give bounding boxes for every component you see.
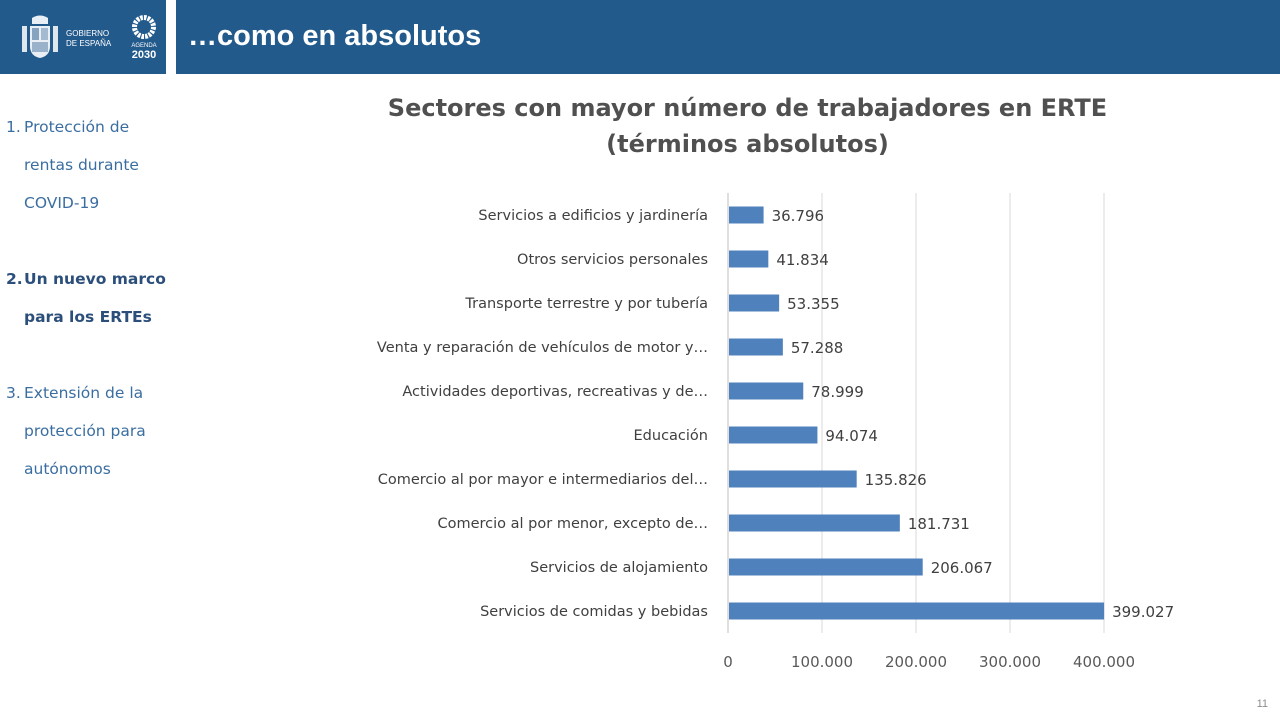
slide-title: …como en absolutos (188, 20, 482, 52)
category-label: Educación (634, 428, 708, 444)
nav-item-3[interactable]: 3. Extensión de la protección para autónomo… (6, 374, 186, 488)
title-bar (176, 0, 1280, 74)
category-label: Comercio al por menor, excepto de… (437, 516, 708, 532)
agenda-2030-logo-text: AGENDA 2030 (124, 42, 164, 61)
bar (729, 470, 857, 488)
value-label: 94.074 (825, 427, 878, 445)
category-label: Actividades deportivas, recreativas y de… (402, 384, 708, 400)
x-tick-label: 400.000 (1073, 653, 1135, 671)
x-tick-label: 100.000 (791, 653, 853, 671)
x-tick-label: 200.000 (885, 653, 947, 671)
category-label: Servicios de comidas y bebidas (480, 604, 708, 620)
nav-item-number: 2. (6, 270, 23, 288)
agenda-2030-wheel-icon (132, 15, 156, 39)
bar (729, 294, 780, 312)
nav-item-number: 3. (6, 384, 21, 402)
category-label: Servicios de alojamiento (530, 560, 708, 576)
category-label: Otros servicios personales (517, 252, 708, 268)
bar (729, 602, 1105, 620)
nav-item-label-line: Un nuevo marco (24, 270, 166, 288)
nav-item-label-line: rentas durante (24, 156, 139, 174)
nav-item-label-line: Protección de (24, 118, 130, 136)
section-nav: 1. Protección de rentas durante COVID-19 2. U… (6, 108, 186, 488)
nav-item-1[interactable]: 1. Protección de rentas durante COVID-19 (6, 108, 186, 222)
nav-item-number: 1. (6, 118, 21, 136)
bar (729, 250, 769, 268)
category-label: Comercio al por mayor e intermediarios d… (378, 472, 708, 488)
nav-item-label-line: COVID-19 (24, 194, 100, 212)
value-label: 53.355 (787, 295, 840, 313)
logo-gov-line2: DE ESPAÑA (66, 39, 112, 48)
value-label: 181.731 (908, 515, 970, 533)
value-label: 41.834 (776, 251, 829, 269)
chart-title: Sectores con mayor número de trabajadore… (387, 94, 1108, 122)
agenda-year: 2030 (131, 49, 157, 61)
x-tick-label: 0 (723, 653, 733, 671)
nav-item-label-line: protección para (24, 422, 146, 440)
bar (729, 382, 804, 400)
nav-item-label-line: autónomos (24, 460, 111, 478)
bar (729, 206, 764, 224)
category-label: Venta y reparación de vehículos de motor… (377, 340, 708, 356)
bar (729, 514, 900, 532)
chart-title-block: Sectores con mayor número de trabajadore… (360, 90, 1135, 162)
government-logo: GOBIERNO DE ESPAÑA AGENDA 2030 (0, 0, 166, 74)
value-label: 57.288 (791, 339, 844, 357)
value-label: 36.796 (772, 207, 825, 225)
government-logo-text: GOBIERNO DE ESPAÑA (66, 29, 111, 49)
value-label: 206.067 (931, 559, 993, 577)
value-label: 399.027 (1112, 603, 1174, 621)
nav-item-label-line: Extensión de la (24, 384, 144, 402)
value-label: 135.826 (865, 471, 927, 489)
bar (729, 338, 783, 356)
category-label: Servicios a edificios y jardinería (478, 208, 708, 224)
coat-of-arms-icon (22, 15, 58, 58)
nav-item-label-line: para los ERTEs (24, 308, 152, 326)
x-tick-label: 300.000 (979, 653, 1041, 671)
page-number: 11 (1256, 698, 1268, 710)
category-label: Transporte terrestre y por tubería (464, 296, 708, 312)
agenda-label: AGENDA (131, 43, 157, 49)
chart-subtitle: (términos absolutos) (606, 130, 889, 158)
value-label: 78.999 (811, 383, 864, 401)
nav-item-2[interactable]: 2. Un nuevo marco para los ERTEs (6, 260, 186, 336)
bar (729, 558, 923, 576)
bar (729, 426, 818, 444)
logo-gov-line1: GOBIERNO (66, 29, 110, 38)
